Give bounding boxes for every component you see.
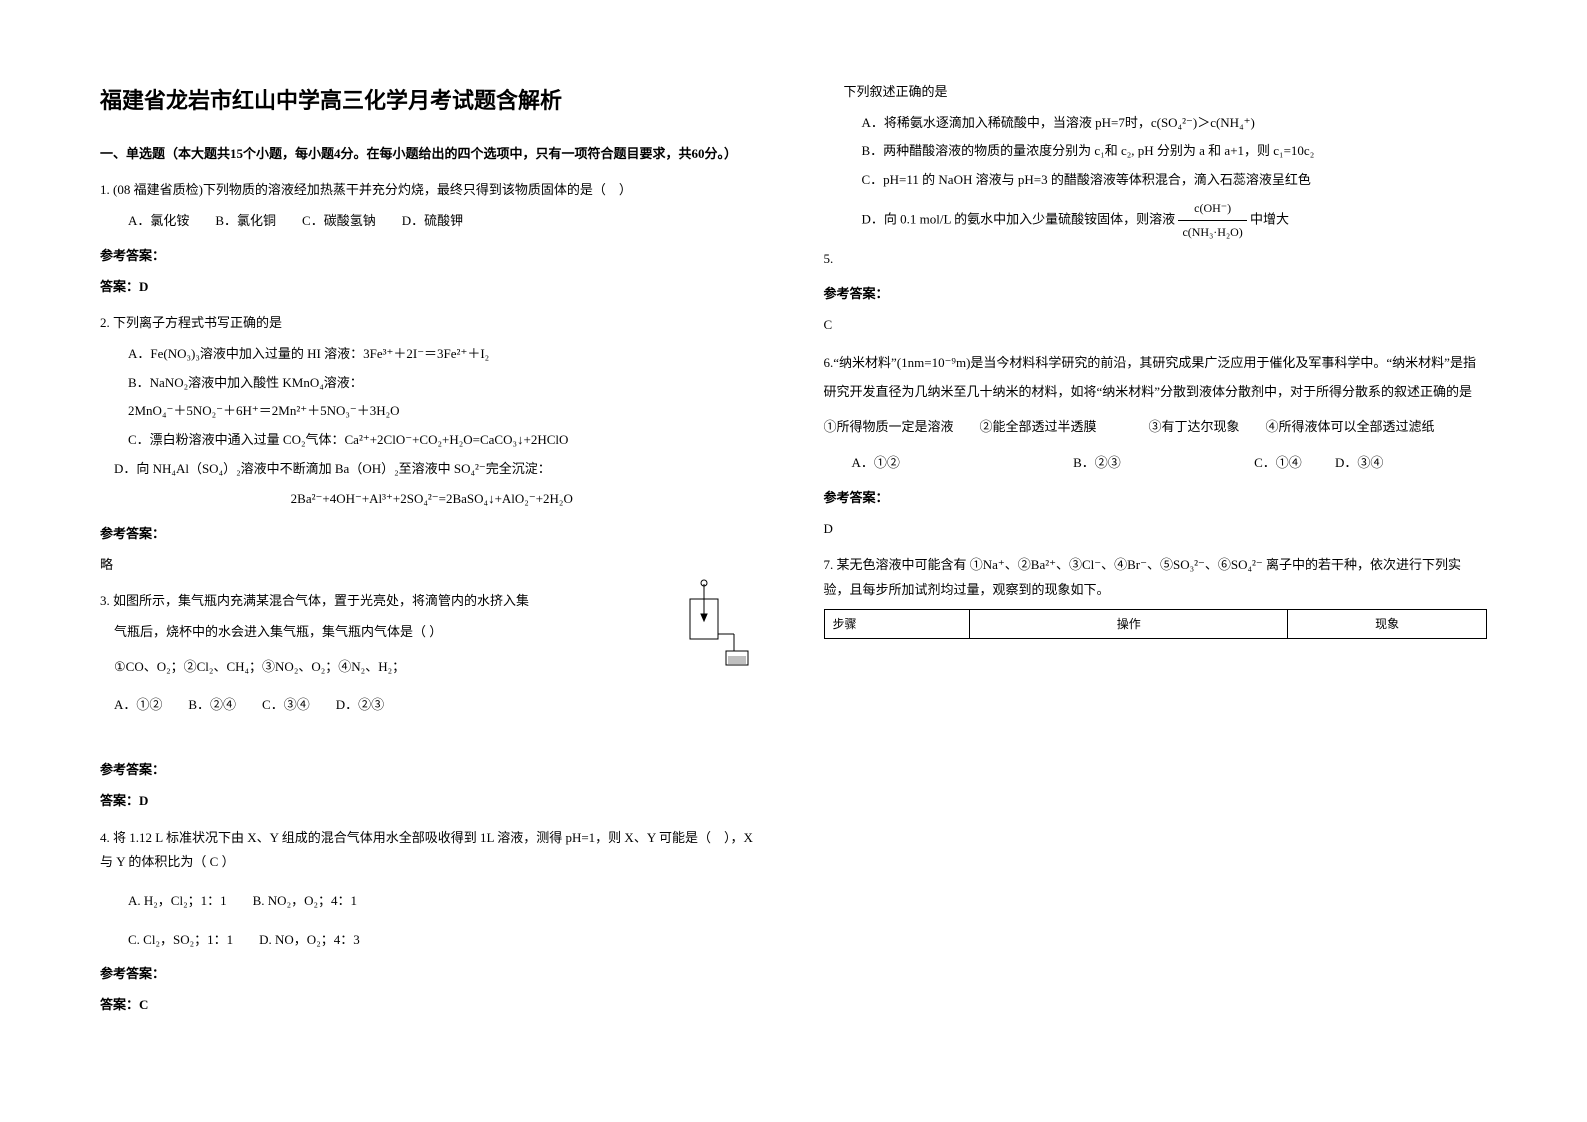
q7-stem: 7. 某无色溶液中可能含有 ①Na⁺、②Ba²⁺、③Cl⁻、④Br⁻、⑤SO₃²… xyxy=(824,553,1488,602)
q3-options: A．①② B．②④ C．③④ D．②③ xyxy=(114,693,764,718)
q4-optsCD: C. Cl₂，SO₂；1：1 D. NO，O₂；4：3 xyxy=(128,928,764,953)
q2-ref-label: 参考答案： xyxy=(100,522,764,547)
q4-stem: 4. 将 1.12 L 标准状况下由 X、Y 组成的混合气体用水全部吸收得到 1… xyxy=(100,826,764,875)
q1-answer: 答案：D xyxy=(100,275,764,300)
q5-optD-post: 中增大 xyxy=(1250,211,1289,226)
q5-stem: 下列叙述正确的是 xyxy=(844,80,1488,105)
q4-ref-label: 参考答案： xyxy=(100,962,764,987)
q3-stem-line1: 3. 如图所示，集气瓶内充满某混合气体，置于光亮处，将滴管内的水挤入集 xyxy=(100,589,764,614)
q5-optD-pre: D．向 0.1 mol/L 的氨水中加入少量硫酸铵固体，则溶液 xyxy=(862,211,1176,226)
q2-answer: 略 xyxy=(100,553,764,578)
q2-stem: 2. 下列离子方程式书写正确的是 xyxy=(100,311,764,336)
q6-optC: C．①④ xyxy=(1254,455,1302,470)
section-header: 一、单选题（本大题共15个小题，每小题4分。在每小题给出的四个选项中，只有一项符… xyxy=(100,142,764,167)
q5-answer: C xyxy=(824,313,1488,338)
q6-statements: ①所得物质一定是溶液 ②能全部透过半透膜 ③有丁达尔现象 ④所得液体可以全部透过… xyxy=(824,413,1488,442)
q1-options: A．氯化铵 B．氯化铜 C．碳酸氢钠 D．硫酸钾 xyxy=(128,209,764,234)
q6-options: A．①② B．②③ C．①④ D．③④ xyxy=(852,451,1488,476)
q6-stem: 6.“纳米材料”(1nm=10⁻⁹m)是当今材料科学研究的前沿，其研究成果广泛应… xyxy=(824,349,1488,406)
q5-number: 5. xyxy=(824,247,1488,272)
q6-optD: D．③④ xyxy=(1335,455,1383,470)
q2-optB-formula: 2MnO₄⁻＋5NO₂⁻＋6H⁺＝2Mn²⁺＋5NO₃⁻＋3H₂O xyxy=(128,399,764,424)
q5-ref-label: 参考答案： xyxy=(824,282,1488,307)
q1-ref-label: 参考答案： xyxy=(100,244,764,269)
q2-optB: B．NaNO₂溶液中加入酸性 KMnO₄溶液： xyxy=(128,371,764,396)
q7-table: 步骤 操作 现象 xyxy=(824,609,1488,640)
q2-optD-formula: 2Ba²⁻+4OH⁻+Al³⁺+2SO₄²⁻=2BaSO₄↓+AlO₂⁻+2H₂… xyxy=(100,487,764,512)
q2-optC: C．漂白粉溶液中通入过量 CO₂气体：Ca²⁺+2ClO⁻+CO₂+H₂O=Ca… xyxy=(128,428,764,453)
q7-th2: 操作 xyxy=(970,609,1288,639)
q7-th3: 现象 xyxy=(1288,609,1487,639)
q4-optsAB: A. H₂，Cl₂；1：1 B. NO₂，O₂；4：1 xyxy=(128,889,764,914)
q3-combos: ①CO、O₂；②Cl₂、CH₄；③NO₂、O₂；④N₂、H₂； xyxy=(114,655,764,680)
q5-fraction: c(OH⁻) c(NH₃·H₂O) xyxy=(1178,197,1246,244)
q5-frac-num: c(OH⁻) xyxy=(1178,197,1246,221)
q6-ref-label: 参考答案： xyxy=(824,486,1488,511)
q3-ref-label: 参考答案： xyxy=(100,758,764,783)
page-title: 福建省龙岩市红山中学高三化学月考试题含解析 xyxy=(100,80,764,122)
q5-optD: D．向 0.1 mol/L 的氨水中加入少量硫酸铵固体，则溶液 c(OH⁻) c… xyxy=(862,197,1488,244)
q6-optB: B．②③ xyxy=(1073,455,1121,470)
q3-stem-line2: 气瓶后，烧杯中的水会进入集气瓶，集气瓶内气体是（ ） xyxy=(114,620,764,645)
q5-optA: A．将稀氨水逐滴加入稀硫酸中，当溶液 pH=7时，c(SO₄²⁻)＞c(NH₄⁺… xyxy=(862,111,1488,136)
q7-th1: 步骤 xyxy=(824,609,970,639)
apparatus-figure xyxy=(684,579,754,669)
q1-stem: 1. (08 福建省质检)下列物质的溶液经加热蒸干并充分灼烧，最终只得到该物质固… xyxy=(100,178,764,203)
q5-optB: B．两种醋酸溶液的物质的量浓度分别为 c₁和 c₂, pH 分别为 a 和 a+… xyxy=(862,139,1488,164)
q6-answer: D xyxy=(824,517,1488,542)
q6-optA: A．①② xyxy=(852,455,900,470)
q5-optC: C．pH=11 的 NaOH 溶液与 pH=3 的醋酸溶液等体积混合，滴入石蕊溶… xyxy=(862,168,1488,193)
q2-optA: A．Fe(NO₃)₃溶液中加入过量的 HI 溶液：3Fe³⁺＋2I⁻＝3Fe²⁺… xyxy=(128,342,764,367)
q5-frac-den: c(NH₃·H₂O) xyxy=(1178,221,1246,244)
q3-answer: 答案：D xyxy=(100,789,764,814)
q2-optD: D．向 NH₄Al（SO₄）₂溶液中不断滴加 Ba（OH）₂至溶液中 SO₄²⁻… xyxy=(114,457,764,482)
q4-answer: 答案：C xyxy=(100,993,764,1018)
